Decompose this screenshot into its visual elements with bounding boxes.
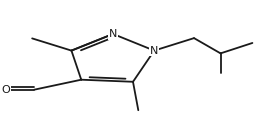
Text: N: N xyxy=(150,46,158,56)
Text: O: O xyxy=(1,85,10,95)
Text: N: N xyxy=(109,29,117,39)
